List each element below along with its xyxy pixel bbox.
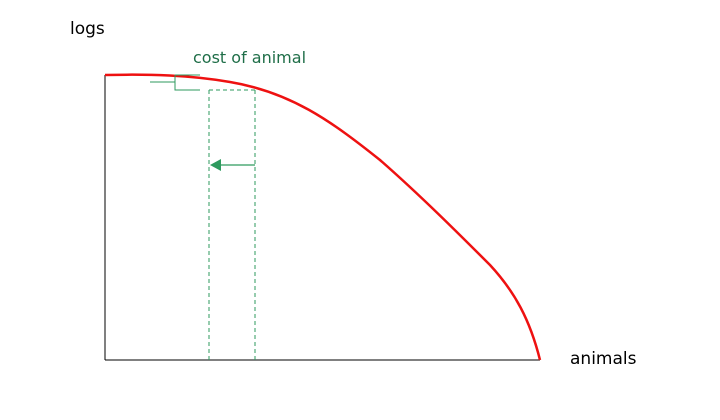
cost-of-animal-label: cost of animal <box>193 48 306 67</box>
ppf-curve <box>104 73 542 361</box>
cost-bracket-icon <box>150 74 200 91</box>
arrow-left-icon <box>210 159 221 171</box>
y-axis-label: logs <box>70 19 105 39</box>
x-axis-label: animals <box>570 349 637 369</box>
